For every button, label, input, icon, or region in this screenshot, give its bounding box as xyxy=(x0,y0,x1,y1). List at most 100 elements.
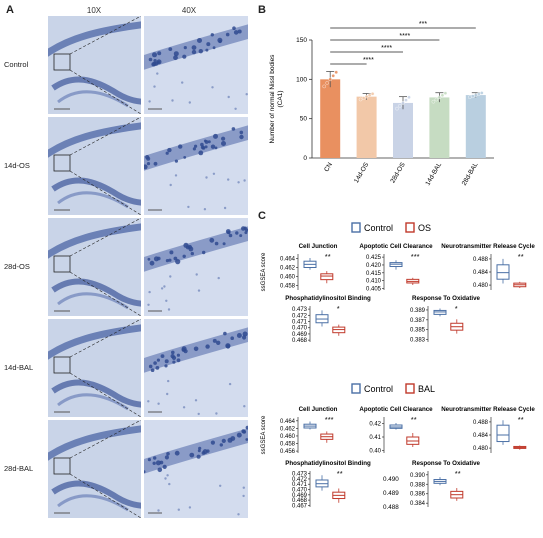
x-tick-label: 28d-OS xyxy=(389,161,407,184)
neuron-cell xyxy=(245,438,248,441)
neuron-cell xyxy=(203,139,207,143)
panel-title: Phosphatidylinositol Binding xyxy=(285,460,371,467)
y-tick-label: 0.472 xyxy=(292,313,308,319)
box-panel: Neurotransmitter Release Cycle 0.488 0.484… xyxy=(441,243,535,290)
glial-cell xyxy=(160,287,164,290)
micrograph-40x xyxy=(144,218,248,316)
row-label: Control xyxy=(4,60,29,69)
y-tick-label: 0.460 xyxy=(280,434,296,440)
data-point xyxy=(440,93,445,98)
glial-cell xyxy=(223,206,227,210)
neuron-cell xyxy=(191,49,197,55)
zoom-line-top xyxy=(69,420,141,459)
y-tick-label: 0.484 xyxy=(473,433,489,439)
significance-stars: ** xyxy=(518,415,524,424)
box-panel: Phosphatidylinositol Binding0.4730.4720.… xyxy=(285,295,371,344)
neuron-cell xyxy=(239,134,244,140)
box-panel: Response To Oxidative 0.389 0.387 0.385 0.38… xyxy=(410,295,481,344)
data-point xyxy=(476,92,481,96)
data-point xyxy=(470,94,475,98)
panel-title: Cell Junction xyxy=(299,243,338,250)
neuron-cell xyxy=(231,127,236,131)
y-tick-label: 0.467 xyxy=(292,503,308,509)
neuron-cell xyxy=(216,340,221,345)
y-tick-label: 0.471 xyxy=(292,482,308,488)
pyramidal-band xyxy=(144,125,248,171)
ca-layer xyxy=(48,324,141,360)
y-axis-label: ssGSEA score xyxy=(261,415,267,454)
micrograph-10x xyxy=(48,16,141,114)
neuron-cell xyxy=(164,455,169,460)
neuron-cell xyxy=(169,250,174,255)
glial-cell xyxy=(171,99,174,102)
data-point xyxy=(398,103,402,108)
neuron-cell xyxy=(152,461,156,465)
y-tick-label: 0.458 xyxy=(280,284,296,290)
significance-stars: ** xyxy=(337,469,343,478)
y-tick-label: 0.473 xyxy=(292,472,308,478)
bar xyxy=(320,79,341,158)
neuron-cell xyxy=(153,361,157,365)
y-tick-label: 0.390 xyxy=(410,473,426,479)
neuron-cell xyxy=(205,344,210,349)
dentate-gyrus xyxy=(51,278,141,307)
significance-stars: * xyxy=(455,304,458,313)
y-tick-label: 0.425 xyxy=(366,255,382,261)
neuron-cell xyxy=(243,226,247,230)
box-panel: Response To Oxidative 0.390 0.388 0.386 0.38… xyxy=(410,460,481,507)
neuron-cell xyxy=(239,130,244,135)
y-tick-label: 0.383 xyxy=(410,338,426,344)
ca-layer xyxy=(48,122,141,158)
glial-cell xyxy=(157,402,160,405)
neuron-cell xyxy=(197,449,201,453)
data-point xyxy=(434,97,439,102)
y-tick-label: 0.473 xyxy=(292,307,308,313)
neuron-cell xyxy=(182,54,187,59)
y-tick-label: 0.389 xyxy=(410,308,426,314)
y-tick-label: 0.458 xyxy=(280,442,296,448)
legend-swatch-treat xyxy=(405,383,415,394)
neuron-cell xyxy=(201,451,206,455)
glial-cell xyxy=(157,509,160,512)
y-tick-label: 0.488 xyxy=(473,257,489,263)
zoom-line-top xyxy=(69,218,141,257)
neuron-cell xyxy=(214,146,218,150)
neuron-cell xyxy=(236,432,242,438)
x-tick-label: 14d-BAL xyxy=(424,161,443,187)
box-panel: Apoptotic Cell Clearance 0.425 0.420 0.415 0… xyxy=(359,243,433,292)
neuron-cell xyxy=(144,164,148,170)
neuron-cell xyxy=(239,234,243,238)
data-point xyxy=(401,101,405,105)
y-tick-label: 0.456 xyxy=(280,449,296,455)
y-tick-label: 0.470 xyxy=(292,488,308,494)
col-header-10x: 10X xyxy=(86,6,102,15)
glial-cell xyxy=(195,273,198,276)
neuron-cell xyxy=(225,344,231,349)
neuron-cell xyxy=(164,364,168,368)
neuron-cell xyxy=(174,159,178,163)
extra-tick-label: 0.490 xyxy=(383,476,399,483)
neuron-cell xyxy=(166,452,170,456)
neuron-cell xyxy=(153,456,157,460)
neuron-cell xyxy=(206,42,211,47)
significance-stars: ** xyxy=(325,252,331,261)
glial-cell xyxy=(147,400,150,403)
neuron-cell xyxy=(146,156,151,161)
neuron-cell xyxy=(171,350,175,355)
glial-cell xyxy=(227,95,230,99)
neuron-cell xyxy=(153,59,157,63)
neuron-cell xyxy=(198,150,204,156)
y-tick-label: 0.387 xyxy=(410,318,426,324)
y-tick-label: 0.464 xyxy=(280,419,296,425)
y-tick-label: 0.420 xyxy=(366,263,382,269)
zoom-line-bottom xyxy=(69,473,141,518)
data-point xyxy=(431,99,436,104)
neuron-cell xyxy=(227,230,231,235)
zoom-line-top xyxy=(69,117,141,156)
ca-layer xyxy=(48,425,141,461)
neuron-cell xyxy=(175,259,181,265)
neuron-cell xyxy=(242,335,247,340)
micrograph-40x xyxy=(144,16,248,114)
